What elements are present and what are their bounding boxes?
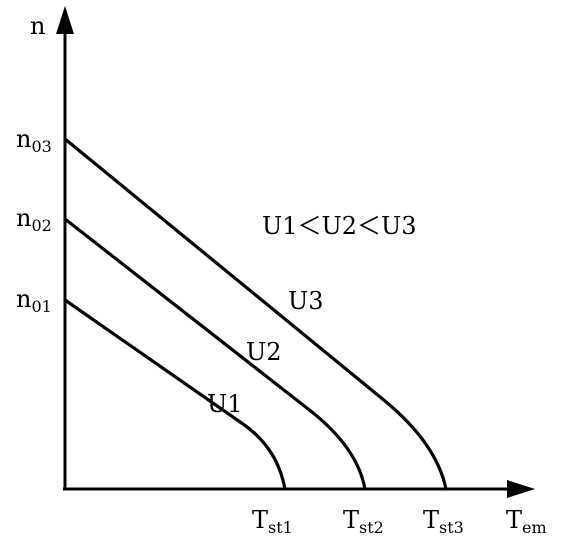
y-axis-arrow [56, 6, 74, 34]
y-axis-label: n [30, 12, 45, 40]
voltage-relation: U1＜U2＜U3 [262, 212, 417, 240]
y-tick-n03: n03 [16, 125, 52, 156]
y-tick-n02: n02 [16, 204, 52, 235]
x-axis-arrow [507, 480, 535, 498]
curve-u3 [63, 137, 448, 491]
y-tick-n01: n01 [16, 285, 52, 316]
curve-label-u3: U3 [288, 287, 324, 315]
curve-u1 [63, 298, 287, 491]
x-tick-tst2: Tst2 [343, 506, 384, 537]
curve-u2 [63, 217, 367, 491]
x-tick-tst3: Tst3 [423, 506, 464, 537]
x-tick-tst1: Tst1 [252, 506, 293, 537]
x-axis-label: Tem [506, 506, 547, 537]
curve-label-u2: U2 [246, 338, 282, 366]
curve-label-u1: U1 [207, 390, 243, 418]
